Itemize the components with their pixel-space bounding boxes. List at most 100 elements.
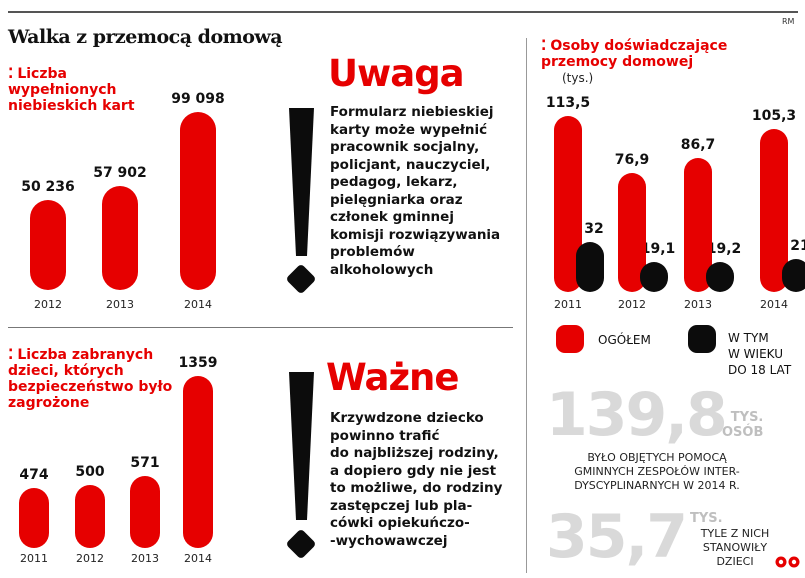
stat-children-value: 35,7 [546,502,688,572]
chart3-year-label: 2014 [760,298,788,311]
wazne-text-line: zastępczej lub pla- [330,497,473,514]
legend-youth-label: W TYM W WIEKU DO 18 LAT [728,330,791,378]
stat-helped-caption-line: GMINNYCH ZESPOŁÓW INTER- [574,465,740,478]
chart1-bar [102,185,138,290]
stat-helped-caption-line: DYSCYPLINARNYCH W 2014 R. [574,479,740,492]
wazne-text: Krzywdzone dziecko powinno trafić do najbl… [330,410,502,550]
chart2-year-label: 2012 [76,552,104,565]
chart2-value-label: 571 [130,454,160,471]
chart1-year-label: 2014 [184,298,212,311]
legend-total-label: OGÓŁEM [598,333,651,347]
chart3-youth-value-label: 19,1 [640,241,676,257]
top-rule [8,11,798,13]
uwaga-text-line: pracownik socjalny, [330,139,480,155]
legend-youth-swatch [688,325,716,353]
wazne-text-line: -wychowawczej [330,532,448,549]
wazne-exclamation-dot-icon [285,528,317,560]
chart3-year-label: 2013 [684,298,712,311]
chart1-value-label: 57 902 [93,164,147,181]
vertical-divider [526,38,527,573]
chart1-bar [180,112,216,290]
chart3-total-value-label: 86,7 [680,136,716,153]
main-title: Walka z przemocą domową [8,26,283,48]
legend-youth-line: W TYM [728,331,769,345]
chart2-value-label: 500 [75,463,105,480]
chart3-youth-bar [576,242,604,292]
chart2-bar [183,376,213,548]
stat-children-caption-line: TYLE Z NICH [700,527,770,540]
chart3-year-label: 2011 [554,298,582,311]
chart3-total-value-label: 113,5 [545,95,591,111]
legend-total-swatch [556,325,584,353]
chart3-total-value-label: 76,9 [614,151,650,168]
chart2-value-label: 1359 [178,355,218,371]
wazne-exclamation-icon [289,372,314,520]
chart1-year-label: 2013 [106,298,134,311]
uwaga-exclamation-icon [289,108,314,256]
chart3-total-value-label: 105,3 [751,107,797,124]
chart3-youth-bar [782,259,805,292]
chart1-value-label: 99 098 [171,91,225,107]
uwaga-text-line: pedagog, lekarz, [330,174,458,190]
chart3-youth-bar [706,262,734,292]
chart2-bar [75,484,105,548]
chart2-year-label: 2011 [20,552,48,565]
chart1-value-label: 50 236 [21,178,75,195]
chart3-youth-value-label: 21 [790,238,805,255]
stat-helped-value: 139,8 [546,380,728,450]
chart3-title: ⁚ Osoby doświadczające przemocy domowej [541,38,761,70]
chart2-year-label: 2013 [131,552,159,565]
stat-helped-caption: BYŁO OBJĘTYCH POMOCĄ GMINNYCH ZESPOŁÓW IN… [552,451,762,493]
stat-helped-unit-line: OSÓB [722,425,764,440]
wazne-text-line: to możliwe, do rodziny [330,480,503,496]
chart2-year-label: 2014 [184,552,212,565]
chart3-subtitle: (tys.) [562,71,594,85]
chart2-marker-icon: ⁚ [8,347,14,363]
wazne-text-line: powinno trafić [330,427,440,444]
stat-children-caption: TYLE Z NICH STANOWIŁY DZIECI [695,527,775,569]
chart3-year-label: 2012 [618,298,646,311]
chart2-title-text: Liczba zabranych dzieci, których bezpiec… [8,347,173,411]
wazne-text-line: a dopiero gdy nie jest [330,462,497,479]
chart2-bar [19,488,49,548]
stat-children-caption-line: STANOWIŁY [702,541,768,554]
stat-children-unit-line: TYS. [690,511,723,526]
wazne-text-line: do najbliższej rodziny, [330,445,499,461]
uwaga-text-line: problemów [330,244,415,260]
chart1-marker-icon: ⁚ [8,66,14,82]
chart3-youth-value-label: 19,2 [706,241,742,257]
legend-youth-line: DO 18 LAT [728,363,792,377]
stat-helped-unit-line: TYS. [730,410,764,425]
chart3-marker-icon: ⁚ [541,38,547,54]
chart1-title: ⁚ Liczba wypełnionych niebieskich kart [8,66,158,114]
chart1-title-text: Liczba wypełnionych niebieskich kart [8,66,135,114]
uwaga-text-line: pielęgniarka oraz [330,191,463,208]
legend-youth-line: W WIEKU [728,347,783,361]
uwaga-heading: Uwaga [328,52,465,95]
stat-helped-unit: TYS. OSÓB [722,410,763,440]
chart2-bar [130,475,160,548]
wazne-text-line: cówki opiekuńczo- [330,515,470,531]
wazne-heading: Ważne [326,356,459,399]
stat-helped-caption-line: BYŁO OBJĘTYCH POMOCĄ [587,451,727,464]
chart1-bar [30,199,66,290]
stat-children-caption-line: DZIECI [716,555,754,568]
chart3-youth-value-label: 32 [584,221,604,238]
publisher-logo-icon [775,556,800,568]
chart2-value-label: 474 [19,467,49,483]
uwaga-text: Formularz niebieskiej karty może wypełnić… [330,104,500,279]
chart3-youth-bar [640,262,668,292]
uwaga-text-line: alkoholowych [330,261,434,278]
uwaga-text-line: Formularz niebieskiej [330,104,494,120]
uwaga-exclamation-dot-icon [285,263,317,295]
chart3-title-text: Osoby doświadczające przemocy domowej [541,38,728,70]
uwaga-text-line: komisji rozwiązywania [330,226,501,243]
chart1-year-label: 2012 [34,298,62,311]
uwaga-text-line: członek gminnej [330,209,454,225]
uwaga-text-line: policjant, nauczyciel, [330,156,491,173]
uwaga-text-line: karty może wypełnić [330,121,488,138]
chart2-title: ⁚ Liczba zabranych dzieci, których bezpie… [8,347,173,411]
credit-rm: RM [782,17,795,26]
wazne-text-line: Krzywdzone dziecko [330,410,484,426]
stat-children-unit: TYS. [690,511,723,526]
